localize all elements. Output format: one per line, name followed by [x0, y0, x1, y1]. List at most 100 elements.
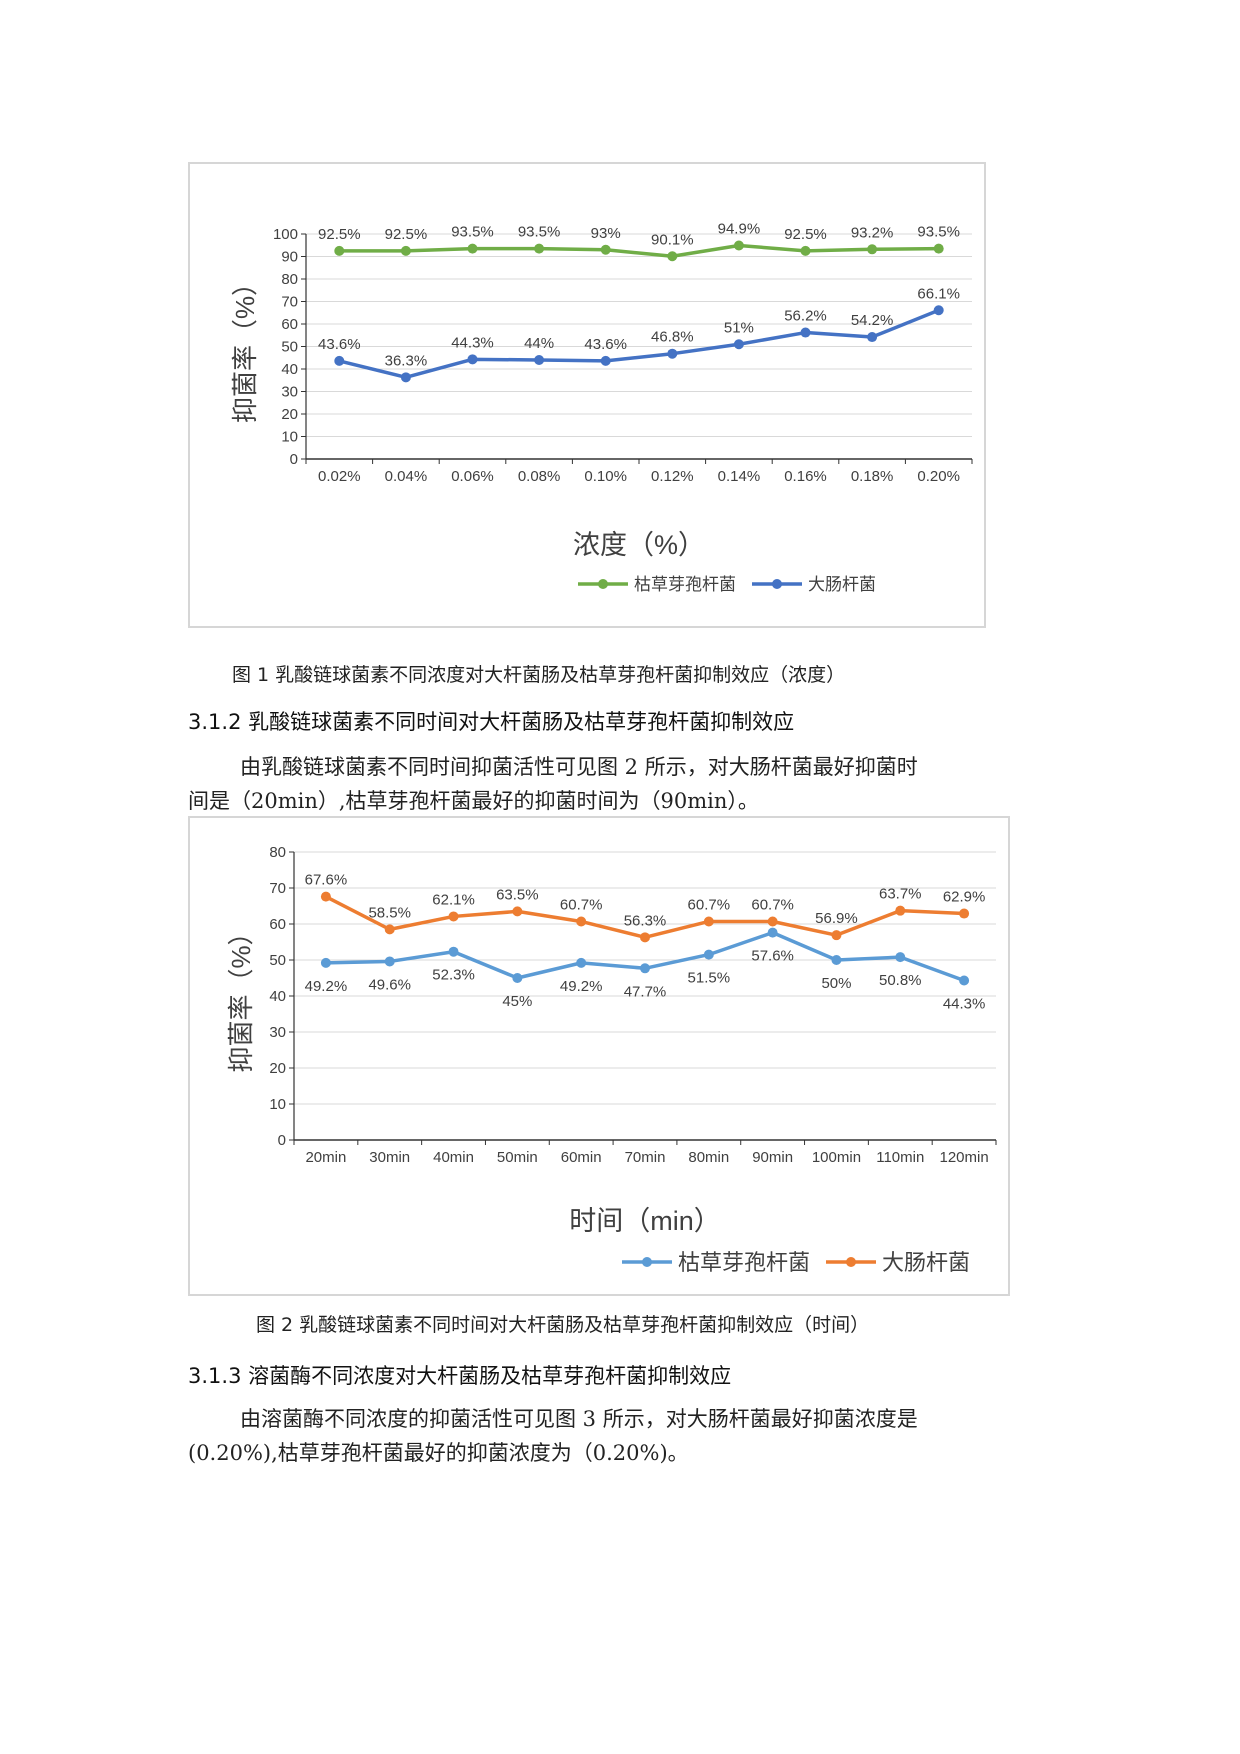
figure-1-svg: 0 10 20 30 40 50 60 70 80 90 100 0.02% 0.04% 0.06% 0.0… — [230, 220, 973, 594]
x-tick-label: 0.18% — [851, 468, 894, 485]
data-label: 60.7% — [560, 896, 603, 913]
x-tick-label: 50min — [497, 1149, 538, 1166]
data-point — [733, 240, 744, 251]
y-tick-label: 30 — [269, 1024, 286, 1041]
data-point — [767, 927, 778, 938]
section-3-1-2-heading: 3.1.2 乳酸链球菌素不同时间对大杆菌肠及枯草芽孢杆菌抑制效应 — [188, 710, 795, 734]
data-point — [959, 975, 970, 986]
y-tick-label: 70 — [281, 294, 298, 311]
data-label: 52.3% — [432, 967, 475, 984]
legend-marker — [846, 1257, 856, 1267]
data-point — [640, 932, 650, 943]
legend-label: 大肠杆菌 — [882, 1250, 970, 1275]
y-tick-label: 100 — [273, 226, 298, 243]
y-tick-label: 60 — [269, 916, 286, 933]
data-point — [534, 355, 545, 365]
data-label: 62.1% — [432, 891, 475, 908]
figure-1-chart: 0 10 20 30 40 50 60 70 80 90 100 0.02% 0.04% 0.06% 0.0… — [188, 162, 986, 628]
data-label: 51.5% — [688, 970, 731, 987]
data-label: 63.5% — [496, 886, 539, 903]
y-tick-label: 50 — [281, 339, 298, 356]
figure-2-chart: 0 10 20 30 40 50 60 70 80 20min 30min 40min 50min 60m… — [188, 816, 1010, 1296]
data-point — [320, 891, 331, 902]
x-axis-title: 时间（min） — [569, 1206, 721, 1236]
y-tick-label: 20 — [269, 1060, 286, 1077]
section-3-1-3-heading: 3.1.3 溶菌酶不同浓度对大杆菌肠及枯草芽孢杆菌抑制效应 — [188, 1364, 732, 1388]
data-point — [384, 924, 395, 935]
data-point — [800, 327, 811, 338]
data-label: 62.9% — [943, 889, 986, 906]
data-label: 49.6% — [368, 976, 411, 993]
data-point — [320, 957, 331, 968]
data-point — [831, 955, 842, 965]
data-point — [384, 956, 395, 967]
y-tick-label: 20 — [281, 406, 298, 423]
data-point — [800, 245, 811, 256]
data-point — [640, 963, 650, 974]
data-point — [448, 911, 459, 922]
data-point — [600, 244, 611, 255]
legend-label: 枯草芽孢杆菌 — [678, 1250, 810, 1275]
data-label: 44.3% — [451, 334, 494, 351]
legend-marker — [598, 579, 608, 589]
data-point — [667, 348, 678, 359]
data-label: 44% — [524, 335, 554, 352]
data-label: 94.9% — [718, 220, 761, 237]
data-label: 93.5% — [518, 224, 561, 241]
data-point — [933, 305, 944, 316]
legend-label: 枯草芽孢杆菌 — [634, 575, 736, 594]
x-tick-label: 0.16% — [784, 468, 827, 485]
data-label: 44.3% — [943, 996, 986, 1013]
data-label: 93% — [591, 225, 621, 242]
data-point — [467, 243, 478, 254]
data-point — [448, 946, 459, 957]
data-label: 51% — [724, 319, 754, 336]
series-line — [338, 308, 940, 380]
data-point — [534, 243, 545, 254]
section-3-1-2-para-line1: 由乳酸链球菌素不同时间抑菌活性可见图 2 所示，对大肠杆菌最好抑菌时 — [240, 755, 918, 779]
data-label: 45% — [502, 993, 532, 1010]
series-line — [339, 243, 939, 259]
figure-2-caption: 图 2 乳酸链球菌素不同时间对大杆菌肠及枯草芽孢杆菌抑制效应（时间） — [256, 1314, 870, 1336]
x-tick-label: 70min — [625, 1149, 666, 1166]
data-label: 93.5% — [917, 224, 960, 241]
data-point — [767, 916, 778, 927]
data-label: 93.5% — [451, 224, 494, 241]
y-tick-label: 80 — [269, 844, 286, 861]
data-point — [512, 973, 523, 983]
figure-2-svg: 0 10 20 30 40 50 60 70 80 20min 30min 40min 50min 60m… — [226, 844, 997, 1275]
data-point — [400, 372, 411, 383]
y-tick-label: 10 — [281, 429, 298, 446]
data-label: 90.1% — [651, 231, 694, 248]
x-tick-label: 80min — [688, 1149, 729, 1166]
data-label: 66.1% — [917, 285, 960, 302]
data-label: 43.6% — [318, 336, 361, 353]
y-axis-title: 抑菌率（%） — [226, 919, 256, 1072]
x-tick-label: 0.12% — [651, 468, 694, 485]
data-label: 50% — [821, 975, 851, 992]
x-tick-label: 0.02% — [318, 468, 361, 485]
data-label: 56.2% — [784, 308, 827, 325]
x-tick-label: 110min — [876, 1149, 924, 1166]
x-tick-label: 0.08% — [518, 468, 561, 485]
data-point — [933, 243, 944, 254]
data-point — [959, 908, 970, 919]
data-point — [600, 355, 611, 366]
data-label: 56.3% — [624, 912, 667, 929]
legend-marker — [642, 1257, 652, 1267]
x-tick-label: 0.14% — [718, 468, 761, 485]
y-tick-label: 70 — [269, 880, 286, 897]
y-tick-label: 50 — [269, 952, 286, 969]
data-point — [512, 906, 523, 917]
y-axis-title: 抑菌率（%） — [230, 270, 260, 423]
data-label: 60.7% — [751, 896, 794, 913]
x-tick-label: 0.10% — [584, 468, 627, 485]
y-tick-label: 10 — [269, 1096, 286, 1113]
x-tick-label: 20min — [305, 1149, 346, 1166]
data-label: 57.6% — [751, 948, 794, 965]
data-label: 63.7% — [879, 886, 922, 903]
data-point — [576, 916, 587, 927]
data-point — [867, 332, 878, 343]
x-tick-label: 0.04% — [385, 468, 428, 485]
section-3-1-3-para-line1: 由溶菌酶不同浓度的抑菌活性可见图 3 所示，对大肠杆菌最好抑菌浓度是 — [240, 1407, 918, 1431]
